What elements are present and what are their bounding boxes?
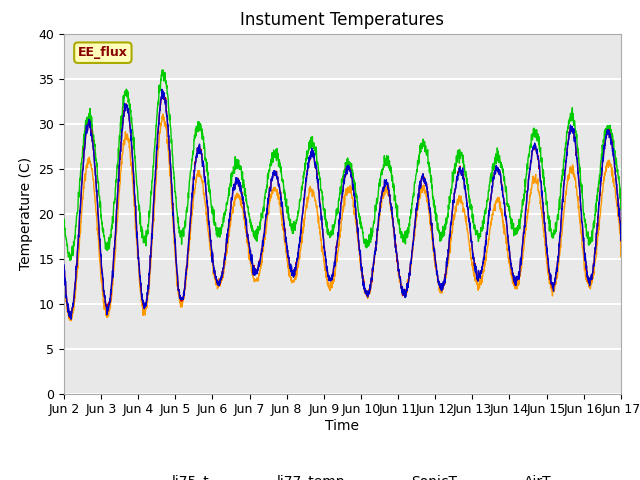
SonicT <box>584 236 591 241</box>
li77_temp <box>67 316 75 322</box>
li75_t <box>371 251 379 257</box>
li75_t <box>60 264 68 270</box>
li75_t <box>65 314 73 320</box>
SonicT <box>371 208 379 214</box>
Line: li75_t: li75_t <box>64 91 621 317</box>
SonicT <box>359 229 367 235</box>
li77_temp <box>216 280 223 286</box>
X-axis label: Time: Time <box>325 419 360 433</box>
li75_t <box>505 243 513 249</box>
Line: AirT: AirT <box>64 114 621 321</box>
li77_temp <box>584 274 591 279</box>
AirT <box>216 280 223 286</box>
AirT <box>584 279 591 285</box>
SonicT <box>67 258 74 264</box>
li75_t <box>158 88 166 94</box>
li77_temp <box>617 238 625 243</box>
Title: Instument Temperatures: Instument Temperatures <box>241 11 444 29</box>
li75_t <box>359 273 367 278</box>
li77_temp <box>359 275 367 280</box>
li75_t <box>617 238 625 244</box>
Line: li77_temp: li77_temp <box>64 89 621 319</box>
SonicT <box>505 202 513 208</box>
SonicT <box>60 217 68 223</box>
AirT <box>67 318 75 324</box>
AirT <box>568 168 576 174</box>
li75_t <box>568 129 576 135</box>
Legend: li75_t, li77_temp, SonicT, AirT: li75_t, li77_temp, SonicT, AirT <box>127 469 557 480</box>
AirT <box>359 276 367 281</box>
li77_temp <box>568 128 576 134</box>
AirT <box>617 254 625 260</box>
Text: EE_flux: EE_flux <box>78 46 128 59</box>
SonicT <box>159 67 166 73</box>
li75_t <box>216 282 223 288</box>
li77_temp <box>60 262 68 268</box>
SonicT <box>216 234 223 240</box>
li77_temp <box>158 86 166 92</box>
li77_temp <box>371 252 379 257</box>
li75_t <box>584 273 591 278</box>
AirT <box>159 111 167 117</box>
li77_temp <box>505 242 513 248</box>
Y-axis label: Temperature (C): Temperature (C) <box>19 157 33 270</box>
AirT <box>60 279 68 285</box>
SonicT <box>568 108 576 114</box>
SonicT <box>617 207 625 213</box>
Line: SonicT: SonicT <box>64 70 621 261</box>
AirT <box>505 256 513 262</box>
AirT <box>371 251 379 257</box>
